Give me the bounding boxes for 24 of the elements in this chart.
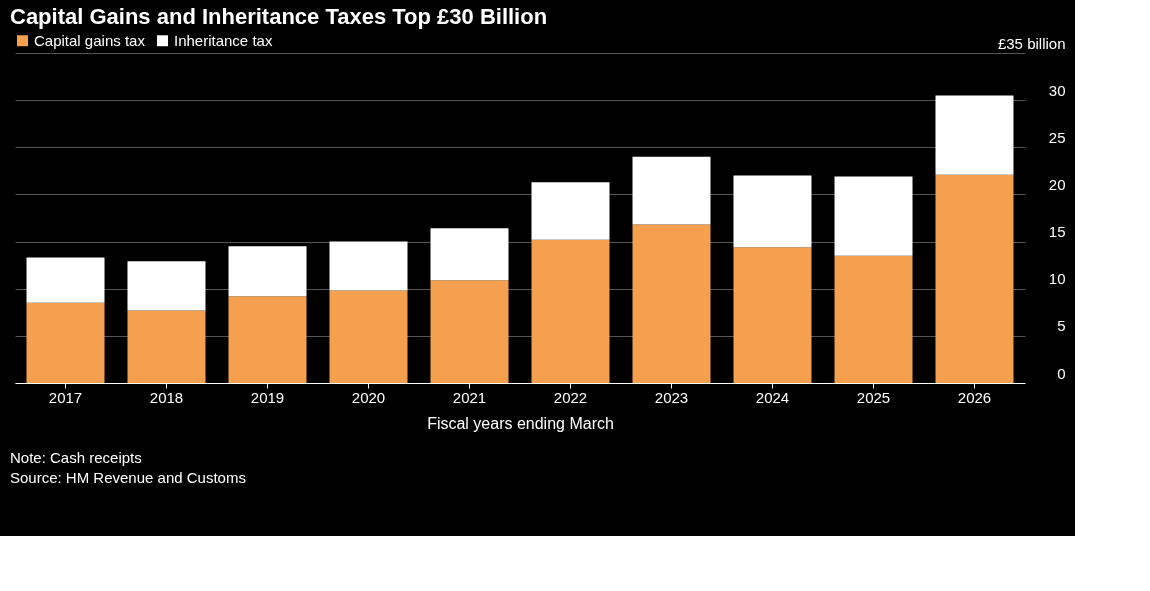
x-tick-label: 2018 [149, 388, 184, 406]
x-tick-label: 2019 [250, 388, 285, 406]
legend-label: Capital gains tax [34, 31, 146, 49]
x-tick-label: 2022 [553, 388, 588, 406]
x-tick-label: 2026 [957, 388, 992, 406]
text: Note: Cash receipts [10, 449, 142, 466]
x-tick-label: 2021 [452, 388, 487, 406]
y-tick-label: 25 [1048, 128, 1066, 146]
chart-title: Capital Gains and Inheritance Taxes Top £30 Billion [10, 4, 548, 29]
x-tick-label: 2023 [654, 388, 689, 406]
y-tick-label: £35 billion [997, 34, 1066, 52]
y-tick-label: 5 [1057, 317, 1066, 335]
source-note: Source: HM Revenue and Customs [10, 469, 246, 486]
x-tick-label: 2025 [856, 388, 891, 406]
y-tick-label: 20 [1048, 175, 1066, 193]
y-tick-label: 10 [1048, 270, 1066, 288]
y-tick-label: 15 [1048, 223, 1066, 241]
y-tick-label: 0 [1057, 364, 1066, 382]
x-axis-title: Fiscal years ending March [427, 414, 614, 432]
y-tick-label: 30 [1048, 81, 1066, 99]
x-tick-label: 2024 [755, 388, 790, 406]
legend-label: Inheritance tax [174, 31, 273, 49]
x-tick-label: 2020 [351, 388, 386, 406]
x-tick-label: 2017 [48, 388, 83, 406]
